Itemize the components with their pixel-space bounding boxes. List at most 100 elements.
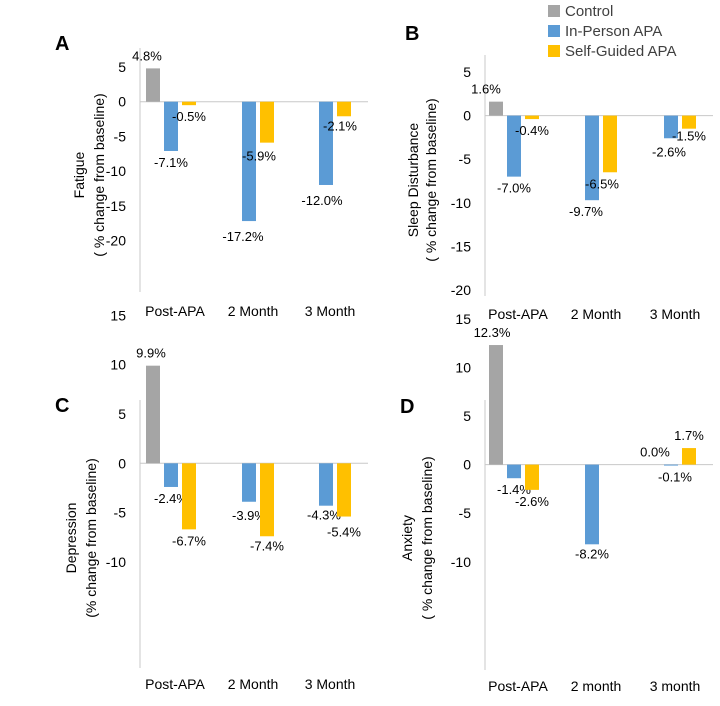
y-tick-label: -15: [106, 198, 126, 214]
bar-in-person-apa: [664, 115, 678, 139]
data-label: -4.3%: [307, 508, 341, 523]
category-label: Post-APA: [488, 678, 548, 694]
bar-control: [146, 365, 160, 464]
bar-in-person-apa: [242, 101, 256, 222]
category-label: 2 Month: [228, 676, 279, 692]
y-tick-label: -5: [114, 128, 127, 144]
data-label: 12.3%: [474, 325, 511, 340]
bar-self-guided-apa: [525, 115, 539, 120]
category-label: 3 month: [650, 678, 701, 694]
bar-in-person-apa: [585, 115, 599, 201]
y-tick-label: -5: [114, 505, 127, 521]
data-label: -12.0%: [301, 193, 343, 208]
bar-in-person-apa: [664, 464, 678, 466]
bar-in-person-apa: [507, 115, 521, 177]
data-label: -8.2%: [575, 546, 609, 561]
data-label: 9.9%: [136, 346, 166, 361]
data-label: -1.5%: [672, 129, 706, 144]
y-tick-label: 15: [110, 307, 126, 323]
data-label: -5.4%: [327, 525, 361, 540]
legend-swatch-0: [548, 5, 560, 17]
data-label: -17.2%: [222, 229, 264, 244]
y-tick-label: -10: [106, 554, 126, 570]
y-tick-label: 0: [118, 455, 126, 471]
y-axis-label: Depression: [63, 503, 79, 574]
panel-letter: C: [55, 395, 69, 417]
y-tick-label: 0: [463, 457, 471, 473]
y-axis-label: Anxiety: [399, 515, 415, 561]
y-tick-label: 5: [463, 64, 471, 80]
y-tick-label: 0: [463, 108, 471, 124]
bar-self-guided-apa: [337, 101, 351, 117]
y-tick-label: -10: [451, 554, 471, 570]
y-tick-label: 0: [118, 94, 126, 110]
panel-B: B Sleep Disturbance( % change from baseli…: [405, 23, 713, 322]
panel-C: C Depression (% change from baseline) 15 10 5…: [55, 307, 368, 692]
category-label: 2 Month: [571, 306, 622, 322]
data-label: -2.6%: [515, 494, 549, 509]
y-axis-label: (% change from baseline): [83, 458, 99, 618]
legend-label-0: Control: [565, 3, 613, 20]
y-tick-label: 10: [455, 359, 471, 375]
y-axis-label: Fatigue: [71, 151, 87, 198]
y-tick-label: -5: [459, 151, 472, 167]
data-label: -7.0%: [497, 181, 531, 196]
category-label: 3 Month: [305, 676, 356, 692]
bar-in-person-apa: [319, 101, 333, 185]
data-label: 1.6%: [471, 82, 501, 97]
bar-in-person-apa: [242, 463, 256, 502]
bar-self-guided-apa: [337, 463, 351, 517]
panel-letter: B: [405, 23, 419, 45]
bar-control: [489, 101, 503, 116]
data-label: -2.4%: [154, 491, 188, 506]
bar-self-guided-apa: [525, 464, 539, 490]
data-label: 1.7%: [674, 428, 704, 443]
bar-in-person-apa: [585, 464, 599, 545]
data-label: 4.8%: [132, 48, 162, 63]
bar-self-guided-apa: [182, 101, 196, 106]
y-tick-label: -20: [451, 282, 471, 298]
bar-in-person-apa: [507, 464, 521, 479]
data-label: -6.7%: [172, 533, 206, 548]
data-label: -7.1%: [154, 155, 188, 170]
bar-self-guided-apa: [260, 101, 274, 143]
y-tick-label: 5: [118, 406, 126, 422]
legend: Control In-Person APA Self-Guided APA: [548, 3, 676, 60]
category-label: 2 Month: [228, 303, 279, 319]
panel-D: D Anxiety( % change from baseline) 15 10 5 0 -…: [399, 311, 713, 694]
bar-in-person-apa: [319, 463, 333, 506]
data-label: -0.4%: [515, 123, 549, 138]
y-axis-label: ( % change from baseline): [419, 456, 435, 619]
data-label: -2.1%: [323, 118, 357, 133]
bar-control: [489, 345, 503, 465]
data-label: 0.0%: [640, 445, 670, 460]
y-tick-label: 5: [463, 408, 471, 424]
legend-swatch-1: [548, 25, 560, 37]
data-label: -6.5%: [585, 176, 619, 191]
bar-self-guided-apa: [182, 463, 196, 530]
legend-label-2: Self-Guided APA: [565, 43, 676, 60]
data-label: -7.4%: [250, 538, 284, 553]
bar-control: [146, 68, 160, 102]
category-label: Post-APA: [145, 676, 205, 692]
y-tick-label: 15: [455, 311, 471, 327]
data-label: -1.4%: [497, 482, 531, 497]
bar-self-guided-apa: [260, 463, 274, 537]
y-axis-label: ( % change from baseline): [91, 93, 107, 256]
data-label: -0.1%: [658, 470, 692, 485]
panel-letter: D: [400, 396, 414, 418]
data-label: -2.6%: [652, 144, 686, 159]
bar-self-guided-apa: [682, 448, 696, 465]
legend-swatch-2: [548, 45, 560, 57]
y-tick-label: 5: [118, 59, 126, 75]
category-label: 3 Month: [650, 306, 701, 322]
bar-in-person-apa: [164, 101, 178, 151]
category-label: Post-APA: [145, 303, 205, 319]
category-label: Post-APA: [488, 306, 548, 322]
bar-self-guided-apa: [682, 115, 696, 129]
data-label: -0.5%: [172, 109, 206, 124]
panel-letter: A: [55, 33, 69, 55]
data-label: -5.9%: [242, 149, 276, 164]
